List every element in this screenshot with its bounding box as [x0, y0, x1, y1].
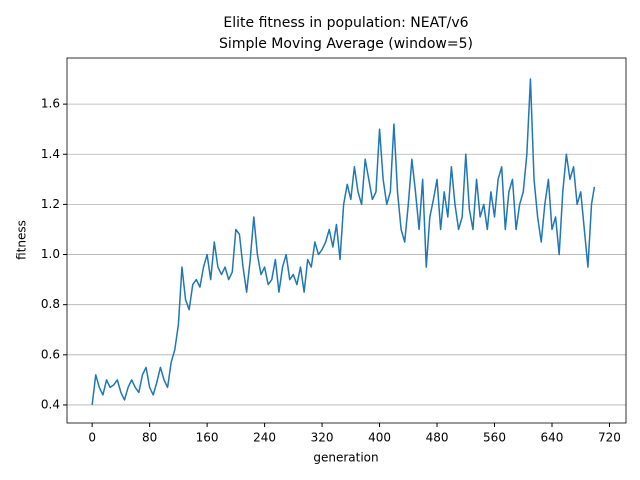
y-tick-label: 0.6: [41, 347, 60, 361]
y-tick-label: 1.6: [41, 97, 60, 111]
x-tick-label: 80: [142, 431, 157, 445]
x-tick-label: 400: [368, 431, 391, 445]
chart-title: Elite fitness in population: NEAT/v6: [223, 15, 468, 31]
y-tick-label: 0.8: [41, 297, 60, 311]
data-line: [91, 78, 596, 406]
x-tick-label: 0: [88, 431, 96, 445]
y-axis-label: fitness: [15, 220, 29, 260]
x-tick-label: 720: [598, 431, 621, 445]
x-tick-label: 640: [541, 431, 564, 445]
x-tick-label: 160: [196, 431, 219, 445]
y-tick-label: 1.0: [41, 247, 60, 261]
y-tick-label: 1.4: [41, 147, 60, 161]
x-tick-label: 480: [426, 431, 449, 445]
x-axis-label: generation: [313, 451, 378, 465]
chart-subtitle: Simple Moving Average (window=5): [219, 36, 473, 52]
x-tick-label: 560: [483, 431, 506, 445]
plot-frame: [66, 57, 627, 424]
y-tick-label: 0.4: [41, 397, 60, 411]
x-tick-label: 320: [311, 431, 334, 445]
x-tick-label: 240: [253, 431, 276, 445]
y-tick-label: 1.2: [41, 197, 60, 211]
